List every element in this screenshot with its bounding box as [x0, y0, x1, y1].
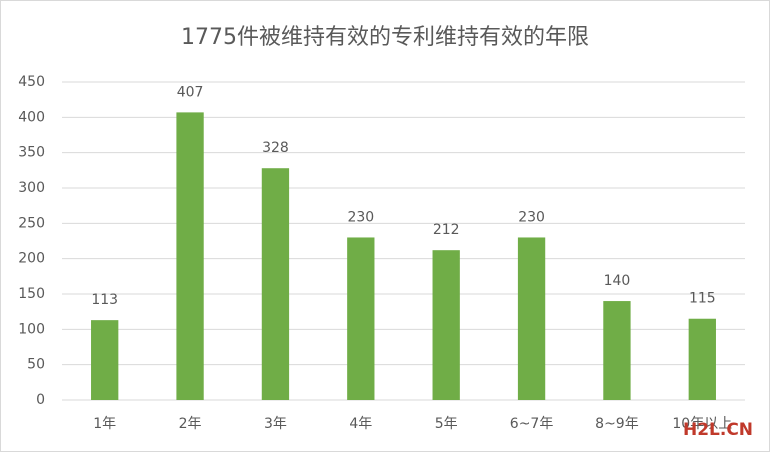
x-tick-label: 3年 — [264, 416, 287, 432]
data-label: 407 — [177, 84, 204, 100]
data-label: 140 — [604, 273, 631, 289]
y-tick-label: 150 — [18, 286, 45, 302]
x-tick-label: 10年以上 — [672, 416, 732, 432]
data-label: 230 — [347, 209, 374, 225]
y-tick-label: 250 — [18, 215, 45, 231]
data-label: 230 — [518, 209, 545, 225]
y-tick-label: 300 — [18, 180, 45, 196]
bar — [261, 168, 290, 400]
data-label: 115 — [689, 291, 716, 307]
bar — [91, 320, 119, 400]
x-tick-label: 6~7年 — [510, 416, 554, 432]
y-tick-label: 400 — [18, 109, 45, 125]
y-tick-label: 450 — [18, 74, 45, 90]
x-tick-label: 4年 — [349, 416, 372, 432]
bar — [176, 112, 204, 401]
data-label: 212 — [433, 222, 460, 238]
bar — [688, 318, 716, 400]
y-tick-label: 50 — [27, 357, 45, 373]
bar — [603, 301, 631, 400]
y-tick-label: 200 — [18, 251, 45, 267]
x-tick-label: 2年 — [179, 416, 202, 432]
chart-title: 1775件被维持有效的专利维持有效的年限 — [181, 25, 589, 50]
data-label: 328 — [262, 140, 289, 156]
y-tick-label: 350 — [18, 145, 45, 161]
bar — [347, 237, 375, 400]
x-tick-label: 1年 — [93, 416, 116, 432]
x-tick-label: 8~9年 — [595, 416, 639, 432]
y-tick-label: 0 — [36, 392, 45, 408]
bar — [517, 237, 546, 400]
x-tick-label: 5年 — [435, 416, 458, 432]
y-tick-label: 100 — [18, 321, 45, 337]
data-label: 113 — [91, 292, 118, 308]
bar — [432, 250, 460, 400]
watermark: H2L.CN — [683, 420, 753, 440]
